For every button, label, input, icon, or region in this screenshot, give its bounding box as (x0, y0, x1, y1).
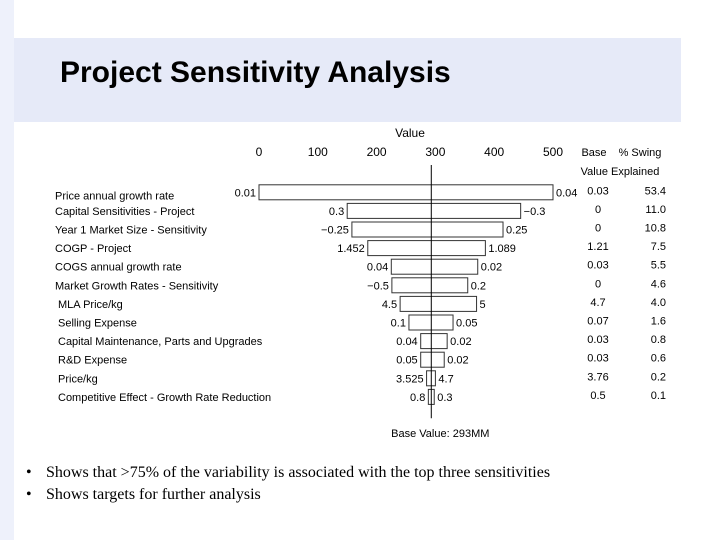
left-input-label: 3.525 (396, 373, 424, 385)
right-input-label: 0.02 (450, 336, 471, 348)
value-explained-header: Value Explained (581, 166, 660, 178)
right-input-label: 0.25 (506, 225, 527, 237)
base-cell: 1.21 (587, 241, 608, 253)
right-input-label: 1.089 (488, 243, 516, 255)
swing-cell: 53.4 (645, 185, 666, 197)
tornado-bar (391, 277, 469, 294)
row-label: MLA Price/kg (58, 299, 123, 311)
x-tick-label: 100 (308, 145, 328, 159)
right-input-label: 0.02 (447, 355, 468, 367)
right-input-label: −0.3 (524, 206, 546, 218)
tornado-bar (399, 295, 478, 312)
tornado-bar (351, 221, 504, 238)
left-input-label: −0.25 (321, 225, 349, 237)
base-cell: 0 (595, 223, 601, 235)
bullet-text: Shows targets for further analysis (46, 486, 261, 503)
base-cell: 4.7 (590, 297, 605, 309)
swing-cell: 4.6 (651, 278, 666, 290)
x-tick-label: 500 (543, 145, 563, 159)
title-band (14, 38, 681, 122)
tornado-bar (258, 184, 554, 201)
x-tick-label: 200 (367, 145, 387, 159)
row-label: Selling Expense (58, 318, 137, 330)
axis-title: Value (395, 126, 425, 140)
row-label: Capital Maintenance, Parts and Upgrades (58, 336, 263, 348)
left-input-label: 0.04 (396, 336, 417, 348)
right-input-label: 5 (480, 299, 486, 311)
bullet-item: • Shows that >75% of the variability is a… (26, 464, 551, 481)
tornado-bar (346, 202, 522, 219)
row-label: Year 1 Market Size - Sensitivity (55, 225, 207, 237)
right-input-label: 4.7 (438, 373, 453, 385)
bullet-text: Shows that >75% of the variability is as… (46, 464, 551, 481)
base-cell: 0 (595, 278, 601, 290)
tornado-bar (390, 258, 479, 275)
row-label: Market Growth Rates - Sensitivity (55, 280, 219, 292)
right-input-label: 0.04 (556, 187, 577, 199)
base-cell: 3.76 (587, 371, 608, 383)
tornado-bar (420, 333, 448, 350)
base-cell: 0.03 (587, 260, 608, 272)
bullet-list: • Shows that >75% of the variability is a… (26, 462, 550, 506)
swing-cell: 0.6 (651, 353, 666, 365)
page-title: Project Sensitivity Analysis (60, 56, 451, 89)
swing-cell: 7.5 (651, 241, 666, 253)
row-label: R&D Expense (58, 355, 127, 367)
right-input-label: 0.3 (437, 392, 452, 404)
swing-cell: 1.6 (651, 316, 666, 328)
right-input-label: 0.02 (481, 262, 502, 274)
x-tick-label: 400 (484, 145, 504, 159)
swing-cell: 5.5 (651, 260, 666, 272)
row-label: COGS annual growth rate (55, 262, 182, 274)
row-label: Capital Sensitivities - Project (55, 206, 194, 218)
swing-cell: 0.8 (651, 334, 666, 346)
row-label: Competitive Effect - Growth Rate Reducti… (58, 392, 271, 404)
left-input-label: 0.04 (367, 262, 388, 274)
swing-cell: 4.0 (651, 297, 666, 309)
row-label: Price/kg (58, 373, 98, 385)
x-tick-label: 0 (256, 145, 263, 159)
swing-cell: 11.0 (645, 204, 666, 216)
base-cell: 0.03 (587, 353, 608, 365)
swing-cell: 0.1 (651, 390, 666, 402)
base-cell: 0.5 (590, 390, 605, 402)
left-input-label: 0.3 (329, 206, 344, 218)
base-cell: 0.03 (587, 185, 608, 197)
base-cell: 0.07 (587, 316, 608, 328)
bullet-item: • Shows targets for further analysis (26, 486, 261, 503)
left-input-label: 4.5 (382, 299, 397, 311)
x-tick-label: 300 (425, 145, 445, 159)
row-label: Price annual growth rate (55, 190, 174, 202)
right-input-label: 0.05 (456, 318, 477, 330)
base-value-label: Base Value: 293MM (391, 428, 489, 440)
left-input-label: 0.05 (396, 355, 417, 367)
tornado-bar (420, 351, 445, 368)
left-input-label: 0.8 (410, 392, 425, 404)
base-cell: 0.03 (587, 334, 608, 346)
left-input-label: 1.452 (337, 243, 365, 255)
left-input-label: 0.1 (391, 318, 406, 330)
row-label: COGP - Project (55, 243, 131, 255)
tornado-bar (367, 240, 486, 257)
swing-cell: 0.2 (651, 371, 666, 383)
left-input-label: 0.01 (235, 187, 256, 199)
base-cell: 0 (595, 204, 601, 216)
left-accent-strip (0, 0, 14, 540)
swing-cell: 10.8 (645, 223, 666, 235)
swing-column-header: % Swing (619, 147, 662, 159)
right-input-label: 0.2 (471, 280, 486, 292)
base-column-header: Base (581, 147, 606, 159)
left-input-label: −0.5 (367, 280, 389, 292)
